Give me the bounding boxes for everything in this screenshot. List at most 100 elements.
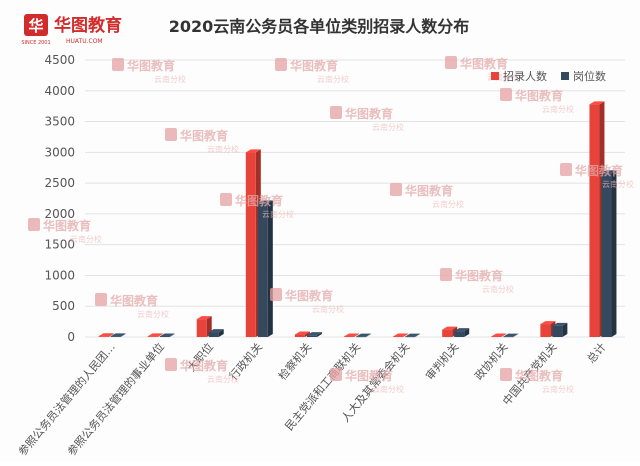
watermark-branch: 云南分校: [262, 209, 294, 219]
bar-top: [405, 333, 421, 337]
watermark-name: 华图教育: [285, 288, 333, 303]
x-tick-label: 检察机关: [275, 340, 314, 383]
watermark-branch: 云南分校: [432, 199, 464, 209]
watermark-icon: [330, 368, 342, 381]
y-axis: 0 500 1000 1500 2000 2500 3000 3500 4000 4500: [44, 53, 75, 344]
y-tick-label: 1500: [44, 238, 75, 252]
bar-positions: [601, 170, 617, 337]
y-tick-label: 4500: [44, 53, 75, 67]
watermark-name: 华图教育: [180, 358, 228, 373]
bar-positions: [110, 333, 126, 337]
watermark-branch: 云南分校: [487, 72, 519, 82]
watermark-icon: [28, 218, 40, 231]
brand-logo-domain: HUATU.COM: [66, 38, 103, 45]
bar-top: [98, 333, 114, 337]
x-axis: 参照公务员法管理的人民团…参照公务员法管理的事业单位 大职位 行政机关 检察机关民主党…: [15, 340, 609, 459]
bar-front: [147, 336, 158, 337]
y-tick-label: 3000: [44, 145, 75, 159]
watermark-branch: 云南分校: [482, 284, 514, 294]
watermark-branch: 云南分校: [602, 179, 634, 189]
chart-title: 2020云南公务员各单位类别招录人数分布: [169, 17, 470, 36]
bar-positions: [454, 328, 470, 337]
watermark-name: 华图教育: [290, 58, 338, 73]
bar-positions: [159, 333, 175, 338]
bar-side: [562, 322, 568, 337]
bar-front: [356, 336, 366, 338]
bar-front: [442, 329, 453, 337]
y-tick-label: 3500: [44, 115, 75, 129]
bar-top: [245, 149, 261, 153]
bar-side: [513, 333, 519, 337]
watermark-branch: 云南分校: [154, 74, 186, 84]
y-tick-label: 2500: [44, 176, 75, 190]
watermark-icon: [445, 56, 457, 69]
watermark-icon: [330, 106, 342, 119]
grid-layer: [85, 59, 625, 338]
watermark-name: 华图教育: [515, 88, 563, 103]
watermark-branch: 云南分校: [317, 74, 349, 84]
brand-logo-char: 华: [28, 17, 43, 35]
bar-front: [98, 336, 109, 337]
watermark-branch: 云南分校: [137, 309, 169, 319]
bar-positions: [356, 333, 371, 338]
watermark-branch: 云南分校: [207, 374, 239, 384]
bar-front: [294, 334, 305, 337]
bar-side: [403, 333, 409, 337]
bar-side: [415, 333, 421, 337]
bars: [98, 101, 617, 338]
brand-logo: 华 SINCE 2001 华图教育 HUATU.COM: [21, 14, 122, 46]
bar-side: [501, 333, 507, 337]
watermark-name: 华图教育: [110, 293, 158, 308]
brand-logo-icon: [24, 14, 48, 36]
bar-front: [257, 203, 268, 337]
bar-front: [196, 319, 207, 337]
watermark-name: 华图教育: [345, 106, 393, 121]
bar-front: [159, 336, 170, 338]
bar-top: [454, 328, 470, 332]
watermark-icon: [500, 88, 512, 101]
watermark-icon: [220, 193, 232, 206]
bar-side: [304, 331, 310, 337]
bar-top: [552, 322, 568, 326]
bar-positions: [552, 322, 568, 337]
bar-recruits: [294, 331, 310, 337]
bar-recruits: [344, 333, 359, 338]
bar-front: [306, 335, 317, 337]
watermark-branch: 云南分校: [207, 144, 239, 154]
watermark-icon: [390, 183, 402, 196]
y-tick-label: 0: [67, 330, 75, 344]
bar-top: [257, 200, 273, 204]
bar-top: [491, 333, 507, 337]
watermark-name: 华图教育: [405, 183, 453, 198]
bar-front: [393, 336, 404, 338]
bar-front: [552, 325, 563, 337]
watermark-icon: [560, 163, 572, 176]
watermark-name: 华图教育: [235, 193, 283, 208]
watermark-name: 华图教育: [455, 268, 503, 283]
x-tick-label: 参照公务员法管理的人民团…: [15, 340, 118, 459]
bar-side: [120, 333, 126, 337]
bar-positions: [405, 333, 421, 338]
bar-top: [503, 333, 519, 337]
bar-side: [366, 333, 371, 337]
legend: 招录人数 岗位数: [491, 69, 606, 83]
legend-label-2: 岗位数: [573, 69, 606, 83]
bar-top: [393, 333, 409, 337]
watermark-icon: [270, 288, 282, 301]
bar-front: [110, 336, 121, 337]
bar-front: [405, 336, 416, 338]
bar-front: [344, 336, 354, 338]
bar-front: [454, 331, 465, 337]
watermark-icon: [500, 368, 512, 381]
bar-top: [442, 326, 458, 330]
